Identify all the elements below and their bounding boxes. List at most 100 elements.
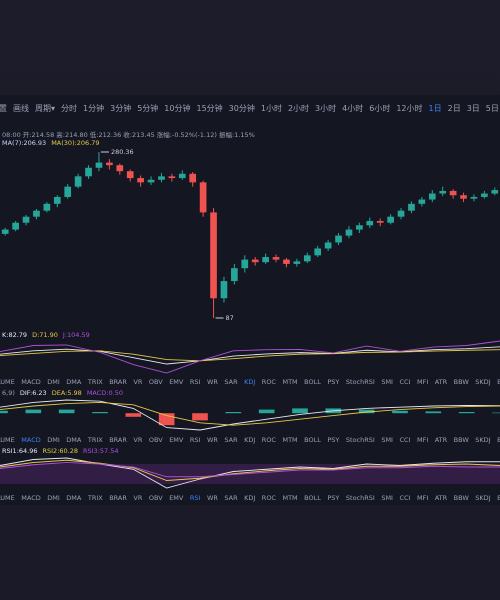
indicator-tab[interactable]: BRAR bbox=[109, 378, 127, 386]
toolbar-item[interactable]: 4小时 bbox=[342, 104, 364, 113]
indicator-tab[interactable]: KDJ bbox=[244, 378, 256, 386]
indicator-tab[interactable]: CCI bbox=[399, 436, 411, 444]
legend-item: DIF:6.23 bbox=[19, 389, 47, 397]
indicator-tab[interactable]: SKDJ bbox=[475, 494, 491, 502]
indicator-tab[interactable]: BOLL bbox=[304, 494, 321, 502]
indicator-tab[interactable]: StochRSI bbox=[345, 436, 375, 444]
indicator-tab[interactable]: ATR bbox=[434, 378, 448, 386]
indicator-tab[interactable]: PSY bbox=[327, 378, 340, 386]
toolbar-item[interactable]: 3日 bbox=[466, 104, 480, 113]
indicator-tab[interactable]: MACD bbox=[21, 494, 41, 502]
indicator-tab[interactable]: ROC bbox=[261, 436, 276, 444]
indicator-tab[interactable]: DMI bbox=[47, 494, 60, 502]
indicator-tab[interactable]: MTM bbox=[282, 378, 298, 386]
indicator-tab[interactable]: MTM bbox=[282, 494, 298, 502]
indicator-tab[interactable]: SKDJ bbox=[475, 378, 491, 386]
toolbar-item[interactable]: 3分钟 bbox=[110, 104, 132, 113]
toolbar-item[interactable]: 3小时 bbox=[315, 104, 337, 113]
indicator-tab[interactable]: CCI bbox=[399, 378, 411, 386]
indicator-tab[interactable]: LUME bbox=[0, 494, 15, 502]
indicator-tab[interactable]: VR bbox=[133, 494, 143, 502]
indicator-tab[interactable]: BIAS bbox=[497, 494, 500, 502]
toolbar-item[interactable]: 设置 bbox=[0, 104, 7, 113]
indicator-tab[interactable]: EMV bbox=[169, 494, 184, 502]
indicator-tab[interactable]: WR bbox=[206, 378, 218, 386]
indicator-tab[interactable]: MACD bbox=[21, 436, 41, 444]
indicator-tab[interactable]: LUME bbox=[0, 378, 15, 386]
toolbar-item[interactable]: 10分钟 bbox=[164, 104, 191, 113]
indicator-tab[interactable]: TRIX bbox=[87, 494, 103, 502]
indicator-tab[interactable]: SAR bbox=[224, 494, 238, 502]
indicator-tab[interactable]: WR bbox=[206, 494, 218, 502]
indicator-tab[interactable]: MTM bbox=[282, 436, 298, 444]
toolbar-item[interactable]: 30分钟 bbox=[228, 104, 255, 113]
indicator-tab[interactable]: DMA bbox=[66, 378, 82, 386]
candle-body bbox=[106, 162, 113, 166]
indicator-tab[interactable]: RSI bbox=[189, 494, 201, 502]
toolbar-item[interactable]: 1分钟 bbox=[83, 104, 105, 113]
indicator-tab[interactable]: ROC bbox=[261, 378, 276, 386]
indicator-tab[interactable]: ATR bbox=[434, 436, 448, 444]
toolbar-item[interactable]: 2日 bbox=[447, 104, 461, 113]
toolbar-item[interactable]: 1小时 bbox=[260, 104, 282, 113]
toolbar-item[interactable]: 6小时 bbox=[369, 104, 391, 113]
indicator-tab[interactable]: KDJ bbox=[244, 436, 256, 444]
toolbar-item[interactable]: 周期▾ bbox=[35, 104, 56, 113]
indicator-tab[interactable]: DMA bbox=[66, 494, 82, 502]
indicator-tab[interactable]: OBV bbox=[148, 378, 163, 386]
indicator-tab[interactable]: SAR bbox=[224, 378, 238, 386]
toolbar-item[interactable]: 5日 bbox=[485, 104, 499, 113]
indicator-tab[interactable]: MFI bbox=[416, 378, 429, 386]
indicator-tab[interactable]: TRIX bbox=[87, 436, 103, 444]
indicator-tab[interactable]: ROC bbox=[261, 494, 276, 502]
indicator-tab[interactable]: SMI bbox=[381, 378, 393, 386]
indicator-tab[interactable]: StochRSI bbox=[345, 494, 375, 502]
indicator-tab[interactable]: BRAR bbox=[109, 436, 127, 444]
toolbar-item[interactable]: 分时 bbox=[61, 104, 78, 113]
indicator-tab[interactable]: MACD bbox=[21, 378, 41, 386]
indicator-tab[interactable]: BRAR bbox=[109, 494, 127, 502]
indicator-tab[interactable]: PSY bbox=[327, 494, 340, 502]
indicator-tab[interactable]: VR bbox=[133, 378, 143, 386]
indicator-tab[interactable]: SMI bbox=[381, 494, 393, 502]
toolbar-item[interactable]: 15分钟 bbox=[196, 104, 223, 113]
indicator-tab[interactable]: WR bbox=[206, 436, 218, 444]
indicator-tab[interactable]: OBV bbox=[148, 436, 163, 444]
macd-bar bbox=[458, 412, 475, 414]
indicator-tab[interactable]: RSI bbox=[189, 378, 201, 386]
indicator-tab[interactable]: CCI bbox=[399, 494, 411, 502]
indicator-tab[interactable]: BBW bbox=[453, 378, 469, 386]
indicator-tab[interactable]: ATR bbox=[434, 494, 448, 502]
indicator-tab[interactable]: StochRSI bbox=[345, 378, 375, 386]
indicator-tab[interactable]: KDJ bbox=[244, 494, 256, 502]
indicator-tab[interactable]: SMI bbox=[381, 436, 393, 444]
indicator-tab[interactable]: DMA bbox=[66, 436, 82, 444]
indicator-tab[interactable]: SAR bbox=[224, 436, 238, 444]
toolbar-item[interactable]: 5分钟 bbox=[137, 104, 159, 113]
indicator-tab[interactable]: BOLL bbox=[304, 436, 321, 444]
indicator-tab[interactable]: BIAS bbox=[497, 436, 500, 444]
toolbar-item[interactable]: 2小时 bbox=[287, 104, 310, 113]
indicator-tab[interactable]: MFI bbox=[416, 494, 429, 502]
indicator-tab[interactable]: LUME bbox=[0, 436, 15, 444]
indicator-tab[interactable]: MFI bbox=[416, 436, 429, 444]
indicator-tab[interactable]: DMI bbox=[47, 436, 60, 444]
indicator-tab[interactable]: RSI bbox=[189, 436, 201, 444]
candle-body bbox=[95, 162, 103, 168]
ma-label: MA(7):206.93 bbox=[2, 139, 47, 147]
indicator-tab[interactable]: BBW bbox=[453, 494, 469, 502]
toolbar-item[interactable]: 画线 bbox=[13, 104, 29, 113]
indicator-tab[interactable]: PSY bbox=[327, 436, 340, 444]
indicator-tab[interactable]: BOLL bbox=[304, 378, 321, 386]
toolbar-item[interactable]: 12小时 bbox=[396, 104, 423, 113]
indicator-tab[interactable]: BBW bbox=[453, 436, 469, 444]
indicator-tab[interactable]: VR bbox=[133, 436, 143, 444]
indicator-tab[interactable]: DMI bbox=[47, 378, 60, 386]
indicator-tab[interactable]: BIAS bbox=[497, 378, 500, 386]
toolbar-item[interactable]: 1日 bbox=[428, 104, 442, 113]
indicator-tab[interactable]: EMV bbox=[169, 436, 184, 444]
indicator-tab[interactable]: OBV bbox=[148, 494, 163, 502]
indicator-tab[interactable]: TRIX bbox=[87, 378, 103, 386]
indicator-tab[interactable]: EMV bbox=[169, 378, 184, 386]
indicator-tab[interactable]: SKDJ bbox=[475, 436, 491, 444]
